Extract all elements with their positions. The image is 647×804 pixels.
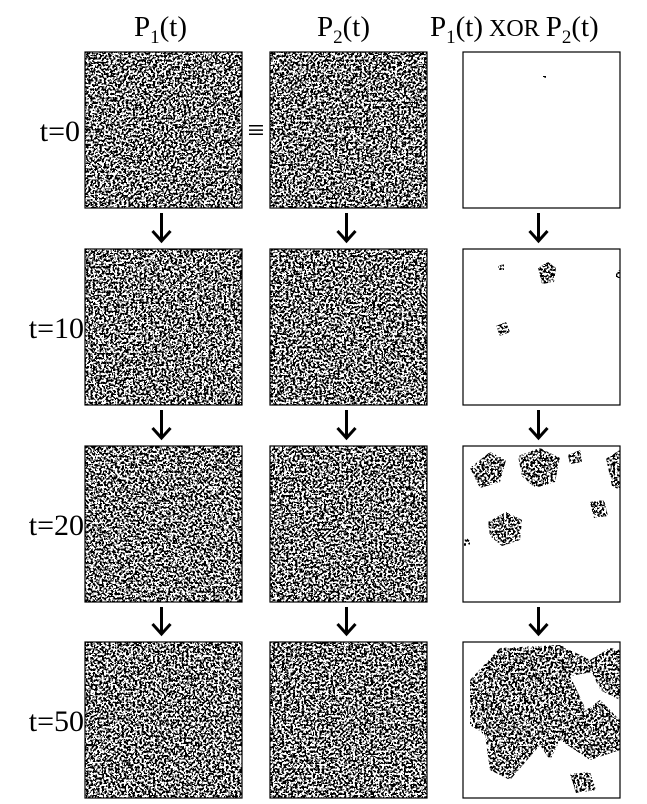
noise-panel [270,249,427,405]
noise-panel [270,642,427,798]
row-label: t=10 [29,312,84,345]
noise-panel [85,52,242,208]
noise-panel [270,52,427,208]
equivalence-sign: ≡ [248,114,265,147]
row-label: t=50 [29,705,84,738]
noise-panel [85,642,242,798]
xor-panel [463,52,620,208]
column-header: P2(t) [317,11,370,48]
figure: P1(t) P2(t) P1(t)XORP2(t) t=0 t=10 t=20 … [0,0,647,799]
noise-panel [270,446,427,602]
noise-panel [85,249,242,405]
column-header: P1(t) [134,11,187,48]
row-label: t=0 [40,115,80,148]
row-label: t=20 [29,509,84,542]
noise-panel [85,446,242,602]
